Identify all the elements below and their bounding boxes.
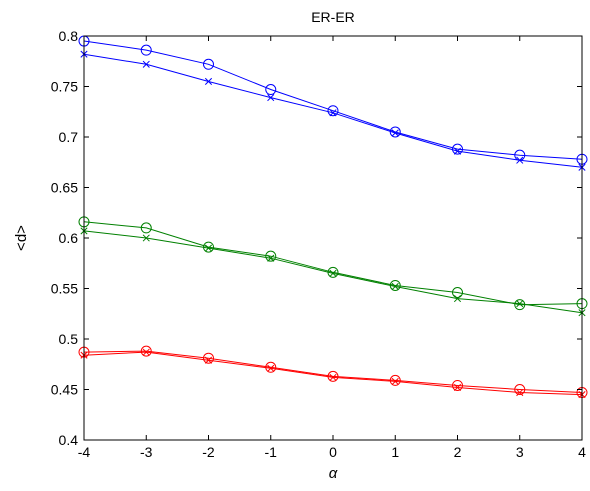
plot-area [84, 36, 582, 440]
data-point-x [142, 234, 150, 242]
x-tick-label: -3 [140, 444, 153, 460]
chart-title: ER-ER [311, 9, 355, 25]
x-axis-title: α [329, 465, 338, 482]
data-point-x [267, 364, 275, 372]
data-point-x [267, 254, 275, 262]
x-tick-label: -4 [78, 444, 91, 460]
data-point-x [391, 129, 399, 137]
x-tick-label: 1 [391, 444, 399, 460]
data-point-x [329, 373, 337, 381]
data-point-circle [327, 105, 339, 117]
data-point-circle [452, 379, 463, 391]
data-point-x [516, 300, 524, 308]
data-point-x [204, 356, 213, 364]
data-point-x [453, 295, 462, 303]
y-tick-label: 0.6 [59, 230, 79, 246]
y-tick-label: 0.65 [51, 180, 78, 196]
data-point-circle [203, 352, 214, 364]
x-tick-label: 0 [329, 444, 337, 460]
data-point-circle [203, 58, 214, 70]
data-point-circle [140, 44, 152, 56]
data-point-circle [452, 287, 463, 299]
data-point-circle [514, 384, 526, 395]
data-point-circle [452, 143, 463, 155]
series-5 [78, 345, 588, 399]
data-point-x [142, 348, 150, 356]
data-point-x [142, 60, 150, 68]
data-point-circle [140, 345, 152, 357]
plot-background [84, 36, 582, 440]
x-tick-label: -2 [202, 444, 215, 460]
x-tick-label: 4 [578, 444, 586, 460]
x-tick-label: 2 [454, 444, 462, 460]
data-point-x [267, 94, 275, 102]
data-point-x [391, 377, 399, 385]
series-layer [78, 35, 588, 399]
data-point-x [391, 282, 399, 291]
y-axis-title: <d> [13, 225, 30, 251]
series-line [83, 40, 583, 160]
y-tick-label: 0.55 [51, 281, 78, 297]
x-tick-label: 3 [516, 444, 524, 460]
data-point-x [453, 147, 462, 155]
y-tick-label: 0.7 [59, 129, 79, 145]
data-point-x [516, 388, 524, 397]
data-point-x [453, 383, 462, 392]
data-point-circle [140, 222, 152, 234]
y-tick-label: 0.5 [59, 331, 79, 347]
data-point-x [329, 109, 337, 117]
x-tick-label: -1 [265, 444, 278, 460]
data-point-circle [265, 250, 277, 262]
y-tick-label: 0.8 [59, 28, 79, 44]
data-point-circle [389, 126, 401, 138]
y-tick-label: 0.4 [59, 432, 79, 448]
data-point-circle [265, 84, 277, 96]
series-6 [80, 348, 586, 399]
data-point-x [204, 77, 213, 86]
series-line [83, 221, 583, 306]
y-tick-label: 0.75 [51, 79, 78, 95]
series-line [83, 350, 583, 393]
y-tick-label: 0.45 [51, 382, 78, 398]
data-point-x [204, 244, 213, 252]
data-point-x [516, 156, 524, 164]
data-point-x [329, 269, 337, 277]
data-point-circle [389, 374, 401, 386]
ticks-layer: -4 -3 -2 -1 0 1 2 3 4 0.4 0.45 0.5 0.55 0.6 0.65 0.7 0.7… [51, 28, 586, 460]
